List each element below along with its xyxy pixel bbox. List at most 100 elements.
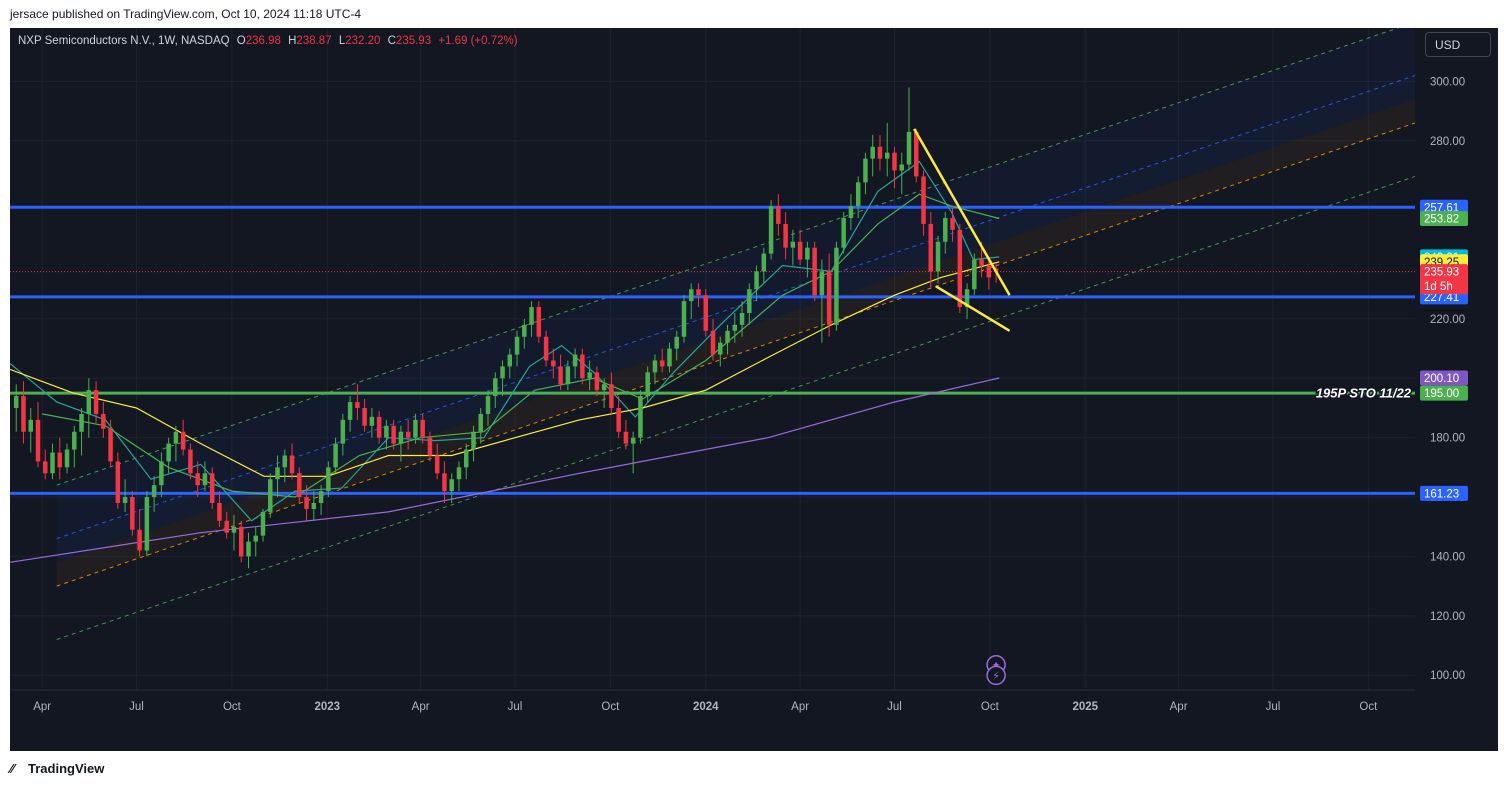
channel-line bbox=[56, 175, 1416, 641]
time-axis bbox=[10, 690, 1498, 751]
candle-body bbox=[21, 396, 26, 432]
candle bbox=[667, 342, 672, 373]
candle bbox=[485, 390, 491, 426]
candle-body bbox=[964, 289, 970, 308]
candle-body bbox=[819, 271, 825, 296]
candle-body bbox=[304, 497, 309, 509]
candle-body bbox=[979, 259, 984, 266]
symbol-name: NXP Semiconductors N.V., 1W, NASDAQ bbox=[18, 35, 230, 47]
candle-body bbox=[522, 324, 527, 337]
candle bbox=[616, 396, 621, 438]
candle bbox=[282, 449, 288, 483]
candle-body bbox=[877, 146, 883, 159]
footer: ⁄∕ TradingView bbox=[0, 751, 1507, 786]
candle-body bbox=[478, 413, 484, 432]
candle bbox=[609, 372, 614, 414]
candle-body bbox=[884, 152, 890, 159]
candle bbox=[28, 407, 33, 453]
candle bbox=[972, 253, 977, 296]
candle bbox=[72, 425, 77, 468]
candle bbox=[144, 491, 150, 557]
candle-body bbox=[217, 502, 222, 521]
candle bbox=[209, 467, 215, 509]
candle bbox=[297, 467, 302, 503]
candle bbox=[645, 366, 650, 403]
candle bbox=[101, 402, 106, 438]
candle-body bbox=[652, 360, 658, 373]
candle-body bbox=[718, 342, 723, 355]
candle bbox=[732, 312, 738, 343]
candle-body bbox=[115, 461, 121, 503]
candle-body bbox=[108, 428, 113, 462]
candle-body bbox=[471, 431, 476, 450]
candle bbox=[551, 348, 556, 379]
candle-body bbox=[841, 217, 846, 248]
x-tick-label: Jul bbox=[1266, 701, 1281, 713]
candle bbox=[43, 449, 48, 480]
x-tick-label: Apr bbox=[791, 701, 809, 713]
candle bbox=[884, 122, 890, 177]
candle-body bbox=[384, 425, 389, 438]
candle-body bbox=[144, 497, 150, 551]
lightning-icon-glyph: ⚡ bbox=[992, 669, 1000, 682]
candle bbox=[914, 128, 919, 183]
currency-button[interactable]: USD bbox=[1425, 32, 1491, 57]
channel-band-upper bbox=[56, 75, 1415, 563]
x-tick-label: Jul bbox=[508, 701, 523, 713]
candle-body bbox=[659, 360, 665, 367]
candle-body bbox=[355, 402, 360, 408]
candle bbox=[442, 461, 447, 503]
candle bbox=[674, 330, 679, 361]
candle-body bbox=[442, 473, 447, 492]
candle-body bbox=[180, 431, 186, 450]
x-tick-label: Oct bbox=[1359, 701, 1378, 713]
candle-body bbox=[957, 229, 963, 308]
candle-body bbox=[493, 378, 498, 397]
candle-body bbox=[347, 402, 353, 420]
candle bbox=[79, 407, 84, 456]
candle-body bbox=[580, 354, 585, 379]
candle-body bbox=[268, 479, 273, 512]
annotation-label: 195P STO 11/22 bbox=[1316, 386, 1412, 401]
candle-body bbox=[246, 541, 251, 557]
x-tick-label: 2024 bbox=[693, 701, 719, 713]
candle bbox=[899, 152, 904, 195]
x-tick-label: Oct bbox=[223, 701, 242, 713]
candle-body bbox=[747, 289, 752, 313]
candle bbox=[870, 134, 875, 177]
candle-body bbox=[130, 497, 135, 530]
candle bbox=[797, 229, 803, 266]
candle bbox=[180, 419, 186, 456]
candle bbox=[355, 384, 360, 420]
candle bbox=[434, 443, 440, 480]
candle bbox=[863, 152, 868, 195]
candle bbox=[246, 532, 251, 569]
candle bbox=[224, 511, 229, 539]
candle-body bbox=[253, 535, 258, 542]
candle bbox=[238, 520, 244, 563]
candle-body bbox=[826, 271, 832, 325]
candle-body bbox=[57, 452, 63, 468]
candle-body bbox=[282, 455, 288, 468]
open-label: O bbox=[236, 35, 246, 47]
candle-body bbox=[64, 449, 70, 468]
channel-band-top bbox=[56, 28, 1415, 539]
x-tick-label: Oct bbox=[981, 701, 1000, 713]
candle bbox=[572, 348, 578, 379]
candle bbox=[848, 194, 854, 230]
candle bbox=[841, 212, 846, 254]
indicator-price-tag: 253.82 bbox=[1420, 211, 1468, 227]
candle bbox=[253, 526, 258, 557]
level-price-tag-bg bbox=[1420, 485, 1468, 501]
y-tick-label: 220.00 bbox=[1430, 314, 1465, 326]
candle bbox=[304, 485, 309, 521]
channel-line bbox=[56, 28, 1400, 486]
candle bbox=[195, 461, 200, 498]
candle-body bbox=[209, 473, 215, 503]
candle bbox=[202, 461, 208, 492]
chart-area[interactable]: 195P STO 11/22✦⚡100.00120.00140.00160.00… bbox=[10, 28, 1498, 751]
close-value: 235.93 bbox=[395, 35, 432, 47]
y-tick-label: 100.00 bbox=[1430, 670, 1465, 682]
price-chart[interactable]: 195P STO 11/22✦⚡100.00120.00140.00160.00… bbox=[10, 28, 1498, 751]
candle bbox=[456, 461, 462, 492]
